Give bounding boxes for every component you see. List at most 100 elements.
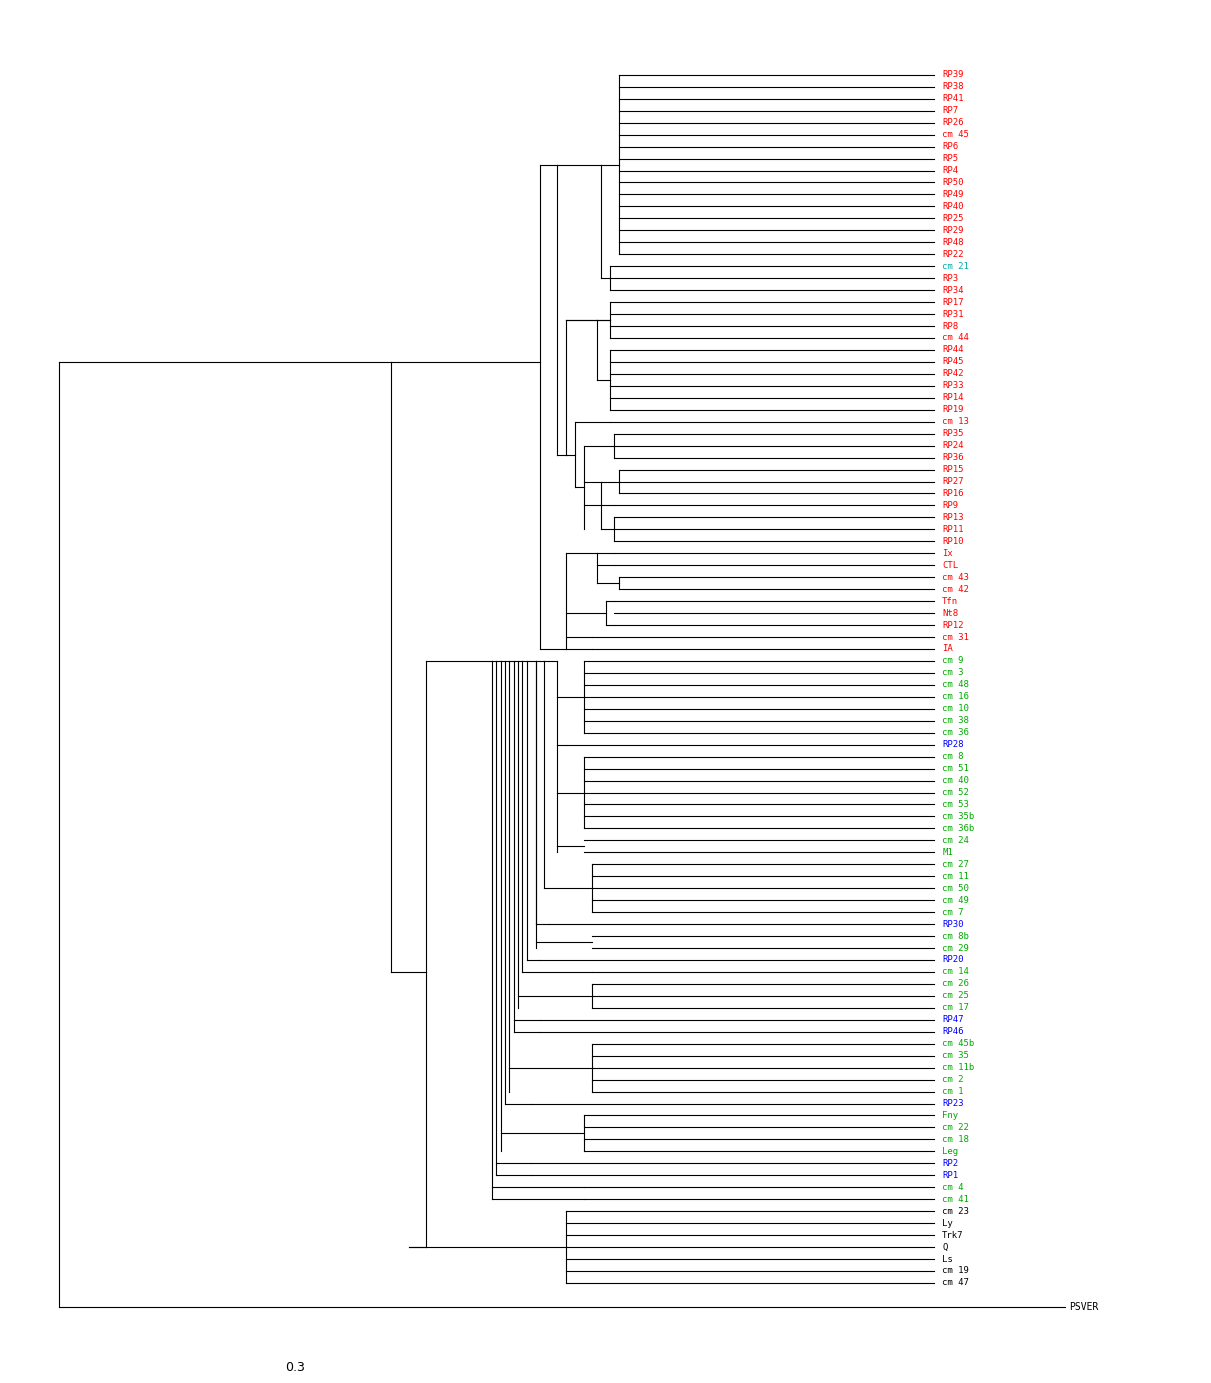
Text: cm 35: cm 35	[942, 1051, 969, 1061]
Text: cm 22: cm 22	[942, 1123, 969, 1131]
Text: cm 25: cm 25	[942, 992, 969, 1000]
Text: RP49: RP49	[942, 189, 964, 199]
Text: RP26: RP26	[942, 118, 964, 127]
Text: RP19: RP19	[942, 405, 964, 415]
Text: CTL: CTL	[942, 560, 958, 570]
Text: RP35: RP35	[942, 429, 964, 438]
Text: RP47: RP47	[942, 1015, 964, 1025]
Text: RP28: RP28	[942, 740, 964, 750]
Text: M1: M1	[942, 848, 953, 857]
Text: RP31: RP31	[942, 310, 964, 318]
Text: Ly: Ly	[942, 1218, 953, 1228]
Text: RP44: RP44	[942, 346, 964, 354]
Text: Trk7: Trk7	[942, 1231, 964, 1239]
Text: Nt8: Nt8	[942, 609, 958, 618]
Text: RP30: RP30	[942, 920, 964, 928]
Text: Fny: Fny	[942, 1111, 958, 1120]
Text: cm 38: cm 38	[942, 716, 969, 725]
Text: RP6: RP6	[942, 142, 958, 151]
Text: Q: Q	[942, 1242, 948, 1252]
Text: RP16: RP16	[942, 490, 964, 498]
Text: RP14: RP14	[942, 393, 964, 402]
Text: cm 36: cm 36	[942, 729, 969, 737]
Text: cm 36b: cm 36b	[942, 824, 975, 833]
Text: cm 14: cm 14	[942, 968, 969, 976]
Text: RP17: RP17	[942, 297, 964, 307]
Text: RP33: RP33	[942, 382, 964, 390]
Text: RP25: RP25	[942, 214, 964, 223]
Text: RP27: RP27	[942, 477, 964, 485]
Text: cm 29: cm 29	[942, 943, 969, 953]
Text: Ix: Ix	[942, 549, 953, 557]
Text: RP12: RP12	[942, 621, 964, 629]
Text: RP24: RP24	[942, 441, 964, 449]
Text: cm 51: cm 51	[942, 763, 969, 773]
Text: RP10: RP10	[942, 537, 964, 546]
Text: RP50: RP50	[942, 178, 964, 187]
Text: cm 11b: cm 11b	[942, 1064, 975, 1072]
Text: Ls: Ls	[942, 1254, 953, 1264]
Text: RP41: RP41	[942, 94, 964, 104]
Text: cm 10: cm 10	[942, 704, 969, 714]
Text: cm 53: cm 53	[942, 799, 969, 809]
Text: RP34: RP34	[942, 286, 964, 295]
Text: cm 1: cm 1	[942, 1087, 964, 1097]
Text: cm 45: cm 45	[942, 130, 969, 140]
Text: cm 31: cm 31	[942, 632, 969, 642]
Text: RP39: RP39	[942, 71, 964, 79]
Text: cm 21: cm 21	[942, 261, 969, 271]
Text: RP48: RP48	[942, 238, 964, 246]
Text: cm 18: cm 18	[942, 1135, 969, 1144]
Text: Tfn: Tfn	[942, 596, 958, 606]
Text: cm 13: cm 13	[942, 418, 969, 426]
Text: RP3: RP3	[942, 274, 958, 282]
Text: Leg: Leg	[942, 1147, 958, 1156]
Text: cm 35b: cm 35b	[942, 812, 975, 822]
Text: cm 4: cm 4	[942, 1182, 964, 1192]
Text: 0.3: 0.3	[285, 1361, 305, 1373]
Text: cm 45b: cm 45b	[942, 1039, 975, 1048]
Text: cm 52: cm 52	[942, 788, 969, 797]
Text: cm 2: cm 2	[942, 1075, 964, 1084]
Text: RP42: RP42	[942, 369, 964, 379]
Text: RP7: RP7	[942, 106, 958, 115]
Text: cm 47: cm 47	[942, 1278, 969, 1288]
Text: RP13: RP13	[942, 513, 964, 521]
Text: RP40: RP40	[942, 202, 964, 210]
Text: RP15: RP15	[942, 465, 964, 474]
Text: cm 7: cm 7	[942, 907, 964, 917]
Text: cm 43: cm 43	[942, 573, 969, 582]
Text: RP38: RP38	[942, 82, 964, 91]
Text: cm 27: cm 27	[942, 860, 969, 869]
Text: cm 24: cm 24	[942, 835, 969, 845]
Text: RP11: RP11	[942, 526, 964, 534]
Text: RP22: RP22	[942, 250, 964, 259]
Text: RP46: RP46	[942, 1028, 964, 1036]
Text: PSVER: PSVER	[1069, 1301, 1098, 1312]
Text: cm 41: cm 41	[942, 1195, 969, 1203]
Text: RP4: RP4	[942, 166, 958, 176]
Text: cm 8b: cm 8b	[942, 932, 969, 940]
Text: cm 23: cm 23	[942, 1207, 969, 1216]
Text: RP5: RP5	[942, 154, 958, 163]
Text: RP29: RP29	[942, 225, 964, 235]
Text: cm 40: cm 40	[942, 776, 969, 786]
Text: RP20: RP20	[942, 956, 964, 964]
Text: cm 11: cm 11	[942, 871, 969, 881]
Text: cm 19: cm 19	[942, 1267, 969, 1275]
Text: RP2: RP2	[942, 1159, 958, 1167]
Text: cm 50: cm 50	[942, 884, 969, 892]
Text: cm 42: cm 42	[942, 585, 969, 593]
Text: cm 48: cm 48	[942, 680, 969, 689]
Text: cm 16: cm 16	[942, 693, 969, 701]
Text: RP45: RP45	[942, 357, 964, 366]
Text: RP8: RP8	[942, 321, 958, 331]
Text: cm 8: cm 8	[942, 752, 964, 761]
Text: cm 9: cm 9	[942, 657, 964, 665]
Text: RP23: RP23	[942, 1099, 964, 1108]
Text: IA: IA	[942, 644, 953, 654]
Text: cm 3: cm 3	[942, 668, 964, 678]
Text: RP36: RP36	[942, 454, 964, 462]
Text: RP9: RP9	[942, 501, 958, 510]
Text: cm 44: cm 44	[942, 333, 969, 343]
